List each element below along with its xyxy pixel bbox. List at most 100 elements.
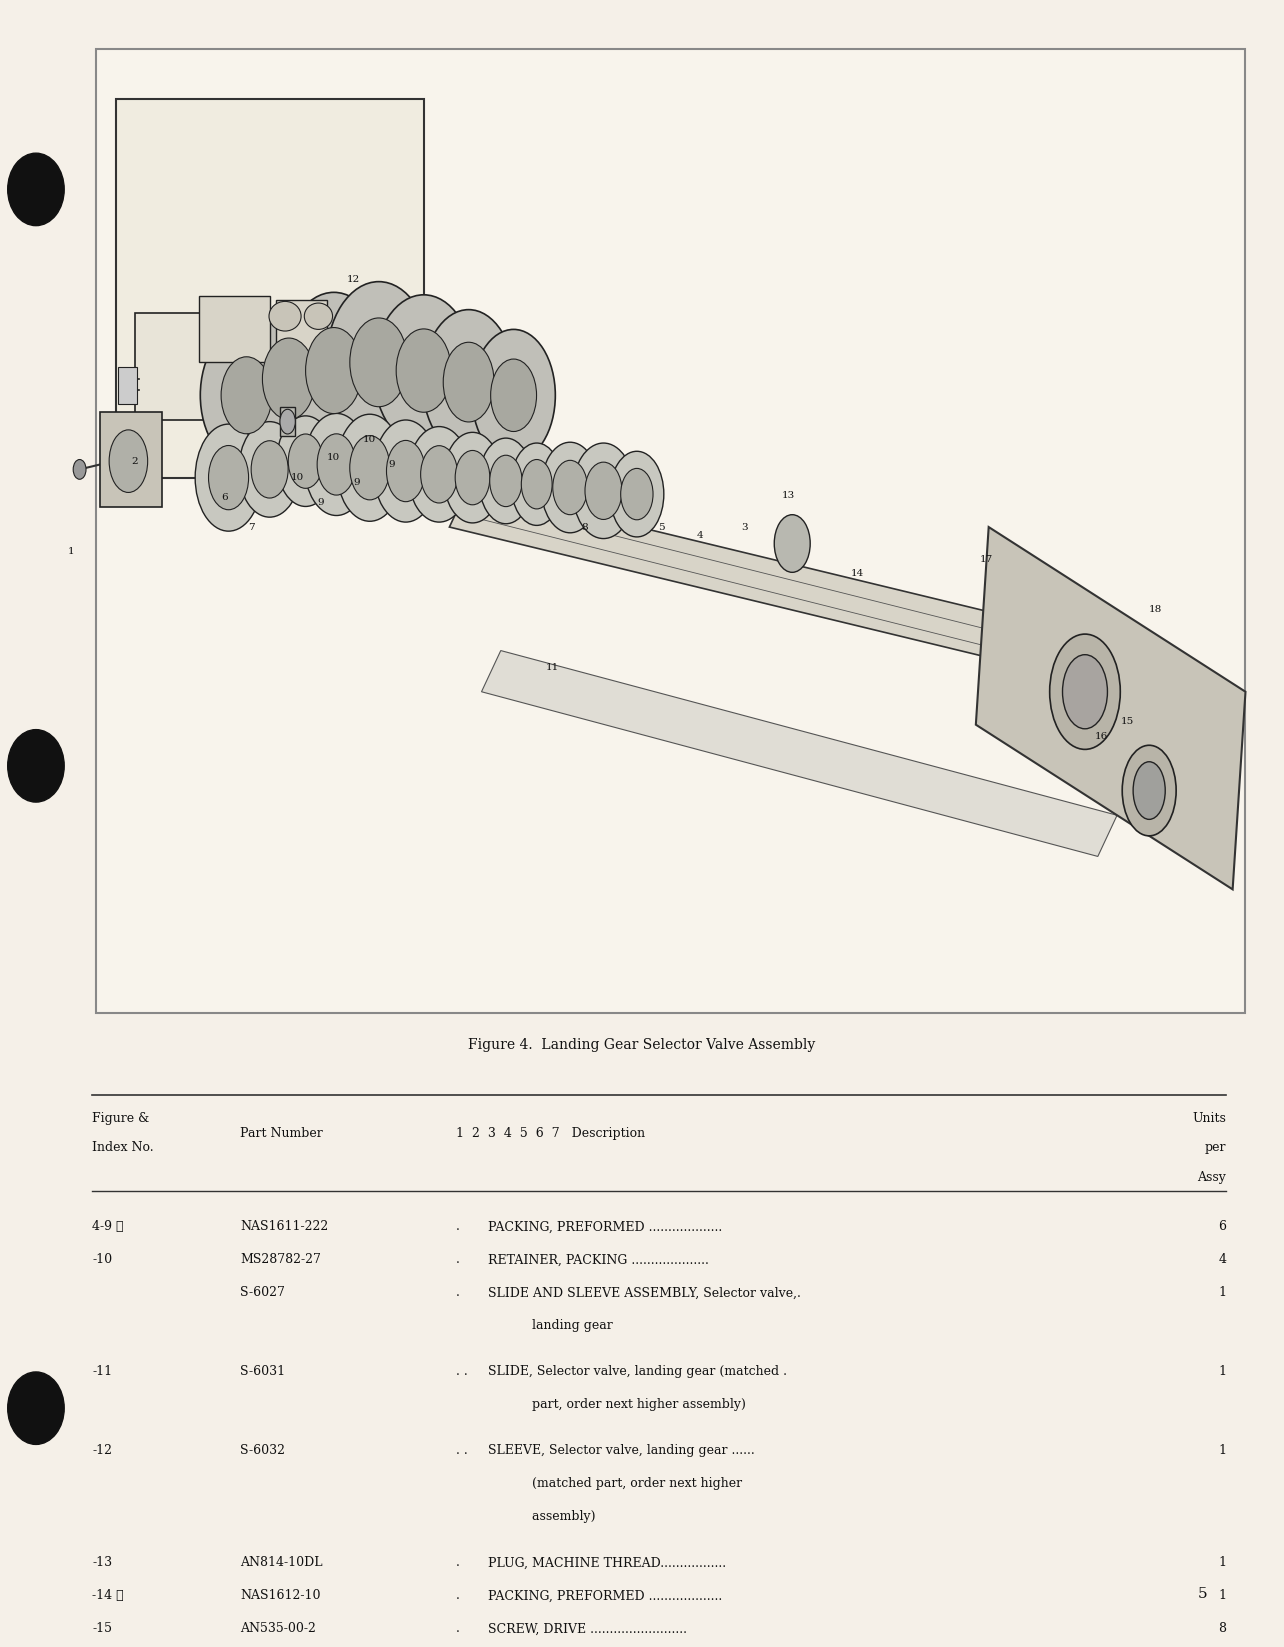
Text: 5: 5 xyxy=(1198,1586,1207,1601)
Ellipse shape xyxy=(239,422,300,517)
Ellipse shape xyxy=(553,461,587,516)
Ellipse shape xyxy=(471,329,555,461)
Text: per: per xyxy=(1204,1141,1226,1155)
Ellipse shape xyxy=(270,301,300,331)
Ellipse shape xyxy=(349,435,390,501)
Ellipse shape xyxy=(774,514,810,572)
Ellipse shape xyxy=(374,420,438,522)
Bar xyxy=(118,367,137,404)
Text: 17: 17 xyxy=(980,555,993,565)
Text: 6: 6 xyxy=(1219,1220,1226,1234)
Ellipse shape xyxy=(479,438,533,524)
Text: AN535-00-2: AN535-00-2 xyxy=(240,1622,316,1635)
Text: AN814-10DL: AN814-10DL xyxy=(240,1556,322,1570)
Text: .: . xyxy=(456,1286,460,1299)
Circle shape xyxy=(8,1372,64,1444)
Text: .: . xyxy=(456,1556,460,1570)
Ellipse shape xyxy=(208,445,249,511)
Ellipse shape xyxy=(1050,634,1120,749)
Bar xyxy=(135,313,360,420)
Ellipse shape xyxy=(490,359,537,432)
Text: NAS1612-10: NAS1612-10 xyxy=(240,1589,321,1603)
Circle shape xyxy=(8,153,64,226)
Ellipse shape xyxy=(349,318,408,407)
Ellipse shape xyxy=(280,410,295,433)
Ellipse shape xyxy=(304,303,333,329)
Text: 8: 8 xyxy=(580,522,588,532)
Text: SLEEVE, Selector valve, landing gear ......: SLEEVE, Selector valve, landing gear ...… xyxy=(488,1444,755,1458)
Text: 1  2  3  4  5  6  7   Description: 1 2 3 4 5 6 7 Description xyxy=(456,1127,645,1140)
Text: . .: . . xyxy=(456,1444,467,1458)
Text: PLUG, MACHINE THREAD.................: PLUG, MACHINE THREAD................. xyxy=(488,1556,725,1570)
Text: -12: -12 xyxy=(92,1444,113,1458)
Ellipse shape xyxy=(386,440,425,502)
Polygon shape xyxy=(976,527,1245,889)
Text: -10: -10 xyxy=(92,1253,113,1267)
Ellipse shape xyxy=(489,455,523,507)
Bar xyxy=(276,300,327,382)
Text: 1: 1 xyxy=(1219,1286,1226,1299)
Text: Figure &: Figure & xyxy=(92,1112,150,1125)
Ellipse shape xyxy=(408,427,470,522)
Text: 18: 18 xyxy=(1149,604,1162,614)
Text: PACKING, PREFORMED ...................: PACKING, PREFORMED ................... xyxy=(488,1589,722,1603)
Text: Part Number: Part Number xyxy=(240,1127,322,1140)
Text: . .: . . xyxy=(456,1365,467,1379)
Ellipse shape xyxy=(610,451,664,537)
Text: 10: 10 xyxy=(363,435,376,445)
Ellipse shape xyxy=(73,460,86,479)
Text: Assy: Assy xyxy=(1198,1171,1226,1184)
Ellipse shape xyxy=(455,450,490,506)
Ellipse shape xyxy=(317,433,356,496)
Ellipse shape xyxy=(277,415,334,507)
Ellipse shape xyxy=(336,415,403,520)
Text: 6: 6 xyxy=(221,492,229,502)
Ellipse shape xyxy=(443,343,494,422)
Ellipse shape xyxy=(200,326,293,464)
Text: 8: 8 xyxy=(1219,1622,1226,1635)
Bar xyxy=(96,49,1245,1013)
Text: 9: 9 xyxy=(317,497,325,507)
Text: 10: 10 xyxy=(291,473,304,483)
Ellipse shape xyxy=(1063,654,1107,728)
Ellipse shape xyxy=(542,443,598,534)
Text: 9: 9 xyxy=(388,460,395,469)
Text: 1: 1 xyxy=(1219,1556,1226,1570)
Text: SLIDE AND SLEEVE ASSEMBLY, Selector valve,.: SLIDE AND SLEEVE ASSEMBLY, Selector valv… xyxy=(488,1286,801,1299)
Text: Units: Units xyxy=(1193,1112,1226,1125)
Text: Figure 4.  Landing Gear Selector Valve Assembly: Figure 4. Landing Gear Selector Valve As… xyxy=(469,1038,815,1052)
Polygon shape xyxy=(482,651,1117,856)
Text: -14 ✓: -14 ✓ xyxy=(92,1589,125,1603)
Ellipse shape xyxy=(221,357,272,433)
Text: landing gear: landing gear xyxy=(488,1319,612,1332)
Text: 1: 1 xyxy=(1219,1444,1226,1458)
Text: 2: 2 xyxy=(131,456,139,466)
Text: .: . xyxy=(456,1589,460,1603)
Text: RETAINER, PACKING ....................: RETAINER, PACKING .................... xyxy=(488,1253,709,1267)
Text: 15: 15 xyxy=(1121,716,1134,726)
Ellipse shape xyxy=(586,463,621,519)
Text: .: . xyxy=(456,1253,460,1267)
Ellipse shape xyxy=(444,433,501,524)
Ellipse shape xyxy=(511,443,562,525)
Bar xyxy=(280,407,295,436)
Text: SCREW, DRIVE .........................: SCREW, DRIVE ......................... xyxy=(488,1622,687,1635)
Text: S-6032: S-6032 xyxy=(240,1444,285,1458)
Text: (matched part, order next higher: (matched part, order next higher xyxy=(488,1477,742,1491)
Ellipse shape xyxy=(573,443,634,539)
Text: 7: 7 xyxy=(248,522,256,532)
Bar xyxy=(116,99,424,478)
Text: assembly): assembly) xyxy=(488,1510,596,1523)
Text: -13: -13 xyxy=(92,1556,113,1570)
Text: 4-9 ✓: 4-9 ✓ xyxy=(92,1220,125,1234)
Text: 13: 13 xyxy=(782,491,795,501)
Text: 9: 9 xyxy=(353,478,361,488)
Text: 11: 11 xyxy=(546,662,559,672)
Circle shape xyxy=(8,730,64,802)
Text: .: . xyxy=(456,1220,460,1234)
Ellipse shape xyxy=(288,433,324,489)
Ellipse shape xyxy=(374,295,474,446)
Text: -11: -11 xyxy=(92,1365,113,1379)
Text: 14: 14 xyxy=(851,568,864,578)
Ellipse shape xyxy=(422,310,515,455)
